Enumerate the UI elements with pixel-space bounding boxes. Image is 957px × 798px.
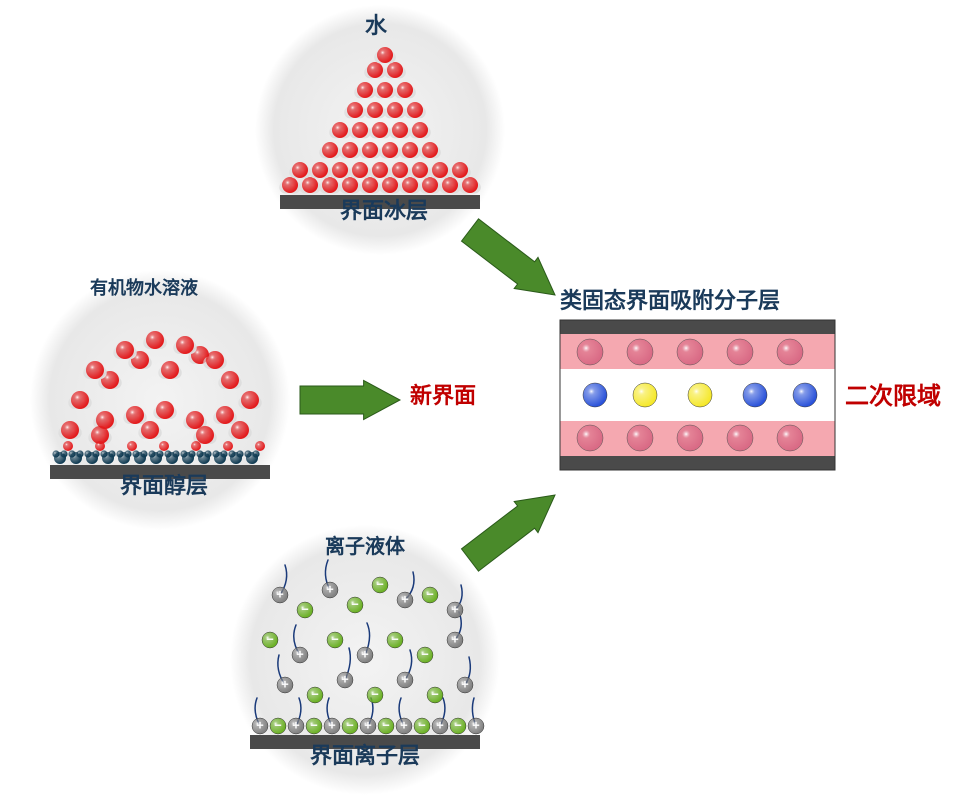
label-alc-layer: 界面醇层	[120, 468, 208, 500]
svg-text:+: +	[472, 718, 479, 733]
svg-text:+: +	[256, 718, 263, 733]
svg-text:−: −	[382, 718, 389, 733]
svg-text:−: −	[311, 687, 318, 702]
svg-text:+: +	[276, 587, 283, 602]
label-secondary: 二次限域	[845, 376, 941, 411]
svg-text:+: +	[326, 582, 333, 597]
label-org-solution: 有机物水溶液	[90, 274, 198, 300]
svg-text:−: −	[274, 718, 281, 733]
svg-text:+: +	[341, 672, 348, 687]
svg-text:+: +	[361, 647, 368, 662]
svg-text:+: +	[401, 672, 408, 687]
svg-text:+: +	[400, 718, 407, 733]
svg-text:−: −	[351, 597, 358, 612]
svg-text:−: −	[418, 718, 425, 733]
svg-text:+: +	[451, 602, 458, 617]
svg-text:+: +	[328, 718, 335, 733]
svg-text:−: −	[391, 632, 398, 647]
svg-text:+: +	[451, 632, 458, 647]
label-ice-layer: 界面冰层	[340, 193, 428, 225]
label-water: 水	[365, 8, 387, 40]
label-new-interface: 新界面	[410, 378, 476, 410]
svg-text:−: −	[376, 577, 383, 592]
svg-text:−: −	[454, 718, 461, 733]
svg-text:−: −	[266, 632, 273, 647]
svg-text:−: −	[421, 647, 428, 662]
svg-text:+: +	[461, 677, 468, 692]
svg-text:−: −	[371, 687, 378, 702]
svg-text:−: −	[426, 587, 433, 602]
svg-text:−: −	[301, 602, 308, 617]
svg-text:+: +	[292, 718, 299, 733]
svg-text:−: −	[431, 687, 438, 702]
svg-text:−: −	[346, 718, 353, 733]
svg-text:+: +	[401, 592, 408, 607]
diagram-stage: +−+−−+−+−+−+−−++−+−+−++−+−+−+−+−+−+	[0, 0, 957, 798]
label-ionic-liquid: 离子液体	[325, 530, 405, 559]
svg-text:−: −	[331, 632, 338, 647]
svg-text:+: +	[296, 647, 303, 662]
svg-text:−: −	[310, 718, 317, 733]
svg-text:+: +	[364, 718, 371, 733]
label-solid-layer: 类固态界面吸附分子层	[560, 283, 780, 315]
svg-text:+: +	[436, 718, 443, 733]
svg-text:+: +	[281, 677, 288, 692]
label-ion-layer: 界面离子层	[310, 738, 420, 770]
